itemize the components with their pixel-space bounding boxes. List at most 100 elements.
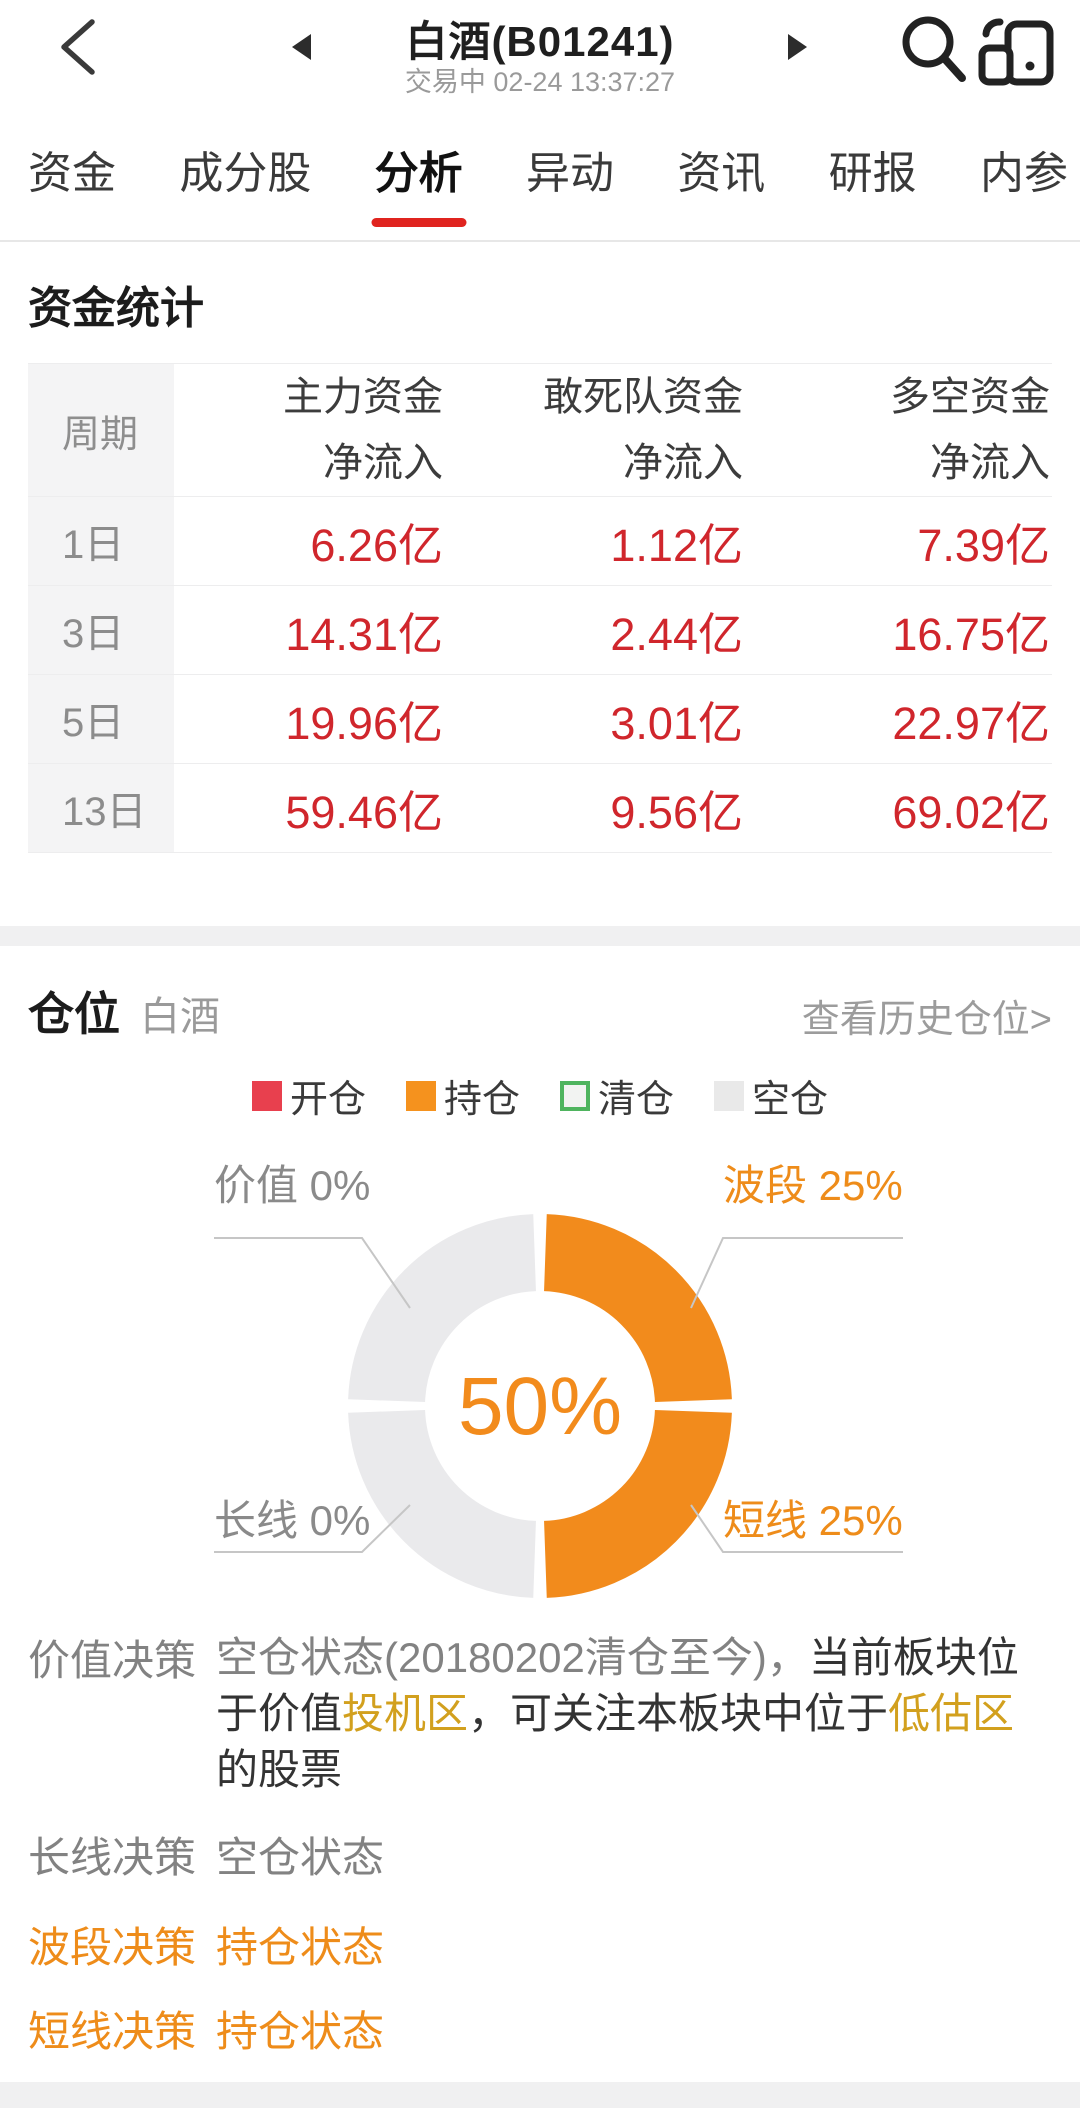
- period-cell: 13日: [62, 790, 147, 834]
- donut-center-percentage: 50%: [458, 1361, 622, 1452]
- decision-status-swing: 持仓状态: [216, 1924, 385, 1971]
- value-cell: 6.26亿: [174, 496, 445, 585]
- section-tab-bar: 资金 成分股 分析 异动 资讯 研报 内参: [0, 105, 1080, 242]
- callout-line-value: [214, 1237, 411, 1309]
- table-header-main-funds: 主力资金净流入: [174, 364, 445, 496]
- table-header-longshort-funds: 多空资金净流入: [745, 364, 1052, 496]
- callout-line-short: [690, 1504, 903, 1553]
- back-button[interactable]: [52, 14, 108, 80]
- legend-label: 空仓: [752, 1079, 829, 1121]
- donut-chart-svg: 价值 0% 波段 25% 长线 0% 短线 25% 50%: [214, 1162, 903, 1598]
- history-position-link[interactable]: 查看历史仓位>: [801, 999, 1052, 1041]
- fund-stats-table: 周期 主力资金净流入 敢死队资金净流入 多空资金净流入 1日 6.26亿 1.1…: [28, 363, 1052, 853]
- position-donut-chart: 价值 0% 波段 25% 长线 0% 短线 25% 50%: [0, 1130, 1080, 1620]
- legend-label: 持仓: [443, 1079, 520, 1121]
- zone-highlight[interactable]: 低估区: [888, 1690, 1015, 1737]
- bottom-divider: [0, 2082, 1080, 2108]
- period-header-label: 周期: [62, 413, 139, 456]
- next-sector-button triangle-right-icon[interactable]: [788, 34, 807, 60]
- value-cell: 9.56亿: [445, 763, 745, 852]
- search-icon: [902, 16, 966, 82]
- table-row: 13日: [28, 763, 174, 852]
- period-cell: 5日: [62, 701, 125, 745]
- table-row: 5日: [28, 674, 174, 763]
- tab-insider[interactable]: 内参: [980, 111, 1068, 235]
- value-cell: 2.44亿: [445, 585, 745, 674]
- value-cell: 16.75亿: [745, 585, 1052, 674]
- search-button[interactable]: [898, 12, 970, 88]
- tab-label: 资金: [28, 148, 116, 198]
- chevron-left-icon: [61, 19, 95, 75]
- col-header-line1: 主力资金: [283, 375, 443, 419]
- decision-text: ，可关注本板块中位于: [468, 1690, 889, 1737]
- legend-label: 清仓: [598, 1079, 675, 1121]
- period-cell: 3日: [62, 612, 125, 656]
- status-text: 空仓状态(20180202清仓至今)，: [216, 1634, 809, 1681]
- app-bar: 白酒(B01241) 交易中 02-24 13:37:27: [0, 0, 1080, 105]
- section-divider: [0, 926, 1080, 946]
- tab-label: 成分股: [179, 148, 312, 198]
- value-cell: 69.02亿: [745, 763, 1052, 852]
- legend-item-open: 开仓: [251, 1068, 366, 1123]
- slice-label-value: 价值 0%: [214, 1162, 370, 1209]
- value-cell: 3.01亿: [445, 674, 745, 763]
- zone-highlight[interactable]: 投机区: [342, 1690, 469, 1737]
- trading-status-time: 交易中 02-24 13:37:27: [404, 67, 676, 97]
- col-header-line2: 净流入: [323, 441, 443, 485]
- position-title: 仓位: [28, 988, 120, 1040]
- decision-label-swing: 波段决策: [28, 1924, 197, 1971]
- position-sector-name: 白酒: [140, 995, 220, 1039]
- tab-label: 研报: [828, 148, 917, 198]
- prev-sector-button triangle-left-icon[interactable]: [292, 34, 311, 60]
- col-header-line1: 敢死队资金: [543, 375, 743, 419]
- legend-swatch-cleared: [560, 1080, 590, 1111]
- decision-status-longterm: 空仓状态: [216, 1834, 385, 1881]
- period-cell: 1日: [62, 523, 125, 567]
- value-cell: 22.97亿: [745, 674, 1052, 763]
- page-title: 白酒(B01241): [405, 18, 675, 65]
- decision-text: 当前板块位于价值: [216, 1634, 1019, 1737]
- donut-slice-swing: [542, 1214, 732, 1404]
- legend-label: 开仓: [289, 1079, 366, 1121]
- donut-slice-value: [348, 1214, 538, 1404]
- tab-label: 分析: [374, 148, 463, 198]
- tab-analysis[interactable]: 分析: [371, 111, 467, 235]
- tab-funds[interactable]: 资金: [28, 111, 116, 235]
- tab-research[interactable]: 研报: [829, 111, 917, 235]
- legend-item-cleared: 清仓: [560, 1068, 674, 1123]
- col-header-line1: 多空资金: [890, 375, 1050, 419]
- position-legend: 开仓 持仓 清仓 空仓: [0, 1068, 1080, 1123]
- tab-movement[interactable]: 异动: [526, 111, 614, 235]
- tab-news[interactable]: 资讯: [677, 111, 765, 235]
- col-header-line2: 净流入: [930, 441, 1050, 485]
- donut-slice-longterm: [348, 1408, 538, 1598]
- col-header-line2: 净流入: [623, 441, 743, 485]
- position-section-header: 仓位 白酒: [28, 978, 220, 1044]
- decision-text: 的股票: [216, 1746, 343, 1793]
- decision-status-short: 持仓状态: [216, 2008, 385, 2055]
- slice-label-swing: 波段 25%: [723, 1162, 903, 1209]
- table-row: 3日: [28, 585, 174, 674]
- tab-label: 内参: [979, 148, 1068, 198]
- rotate-screen-button[interactable]: [972, 12, 1056, 92]
- decision-label-value: 价值决策: [28, 1637, 197, 1684]
- slice-label-longterm: 长线 0%: [214, 1497, 370, 1544]
- active-tab-underline: [371, 217, 467, 227]
- legend-swatch-empty: [714, 1080, 745, 1111]
- decision-label-longterm: 长线决策: [28, 1834, 197, 1881]
- value-cell: 19.96亿: [174, 674, 445, 763]
- tab-constituents[interactable]: 成分股: [179, 111, 311, 235]
- value-cell: 14.31亿: [174, 585, 445, 674]
- table-row: 1日: [28, 496, 174, 585]
- value-cell: 1.12亿: [445, 496, 745, 585]
- legend-swatch-open: [251, 1080, 282, 1111]
- table-header-daredevil-funds: 敢死队资金净流入: [445, 364, 745, 496]
- donut-slice-short: [542, 1408, 732, 1598]
- legend-swatch-holding: [405, 1080, 436, 1111]
- rotate-screen-icon: [978, 18, 1054, 86]
- fund-stats-title: 资金统计: [28, 284, 204, 333]
- tab-label: 资讯: [677, 148, 766, 198]
- tab-label: 异动: [525, 148, 614, 198]
- value-cell: 7.39亿: [745, 496, 1052, 585]
